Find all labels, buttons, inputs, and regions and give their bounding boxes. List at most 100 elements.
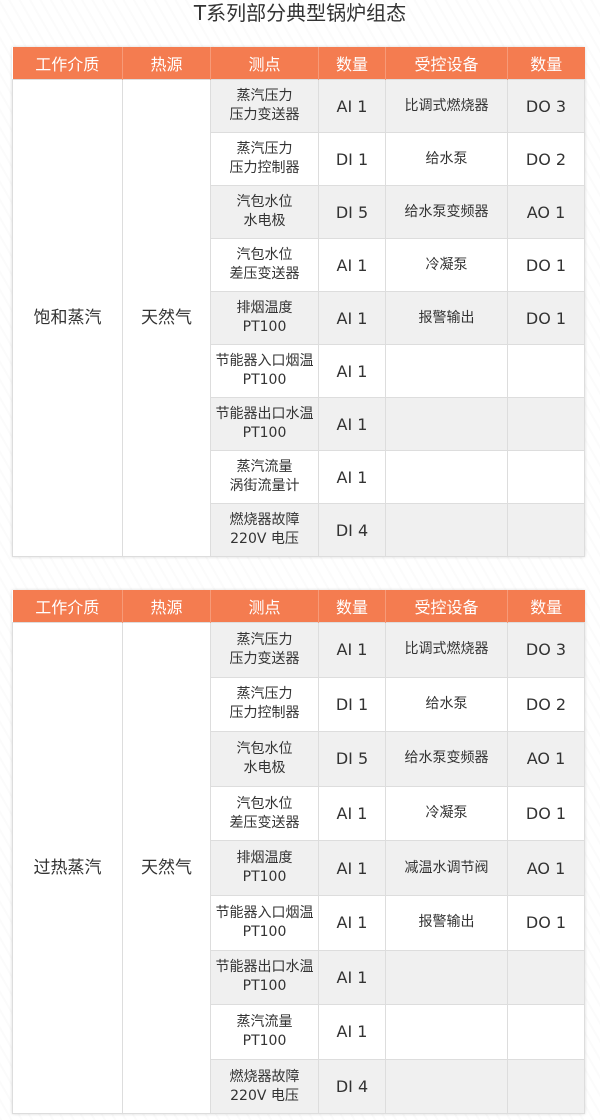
measure-point-line: 蒸汽压力 [236, 631, 293, 648]
controlled-device-cell: 冷凝泵 [385, 238, 508, 292]
measure-point-line: PT100 [242, 923, 287, 940]
measure-point-cell: 汽包水位 差压变送器 [210, 238, 319, 292]
medium-cell: 饱和蒸汽 [12, 79, 123, 557]
controlled-device-cell: 给水泵变频器 [385, 731, 508, 787]
measure-point-line: 节能器出口水温 [215, 959, 314, 976]
measure-point-line: 汽包水位 [236, 194, 293, 210]
controlled-device-cell [385, 949, 508, 1006]
io-count-cell: AI 1 [318, 238, 386, 292]
measure-point-cell: 蒸汽流量 涡街流量计 [210, 450, 319, 504]
output-count-cell: DO 3 [507, 622, 585, 678]
output-count-cell: DO 1 [507, 785, 585, 842]
io-count-cell: AI 1 [318, 344, 386, 398]
measure-point-line: 220V 电压 [230, 531, 299, 547]
io-count-cell: AI 1 [318, 785, 386, 842]
measure-point-cell: 燃烧器故障 220V 电压 [210, 503, 319, 557]
measure-point-cell: 节能器入口烟温 PT100 [210, 344, 319, 398]
io-count-cell: AI 1 [318, 840, 386, 896]
io-count-cell: AI 1 [318, 894, 386, 951]
measure-point-line: 压力变送器 [229, 650, 300, 667]
controlled-device-cell [385, 1058, 508, 1115]
measure-point-cell: 汽包水位 水电极 [210, 731, 319, 787]
output-count-cell: DO 3 [507, 79, 585, 133]
table-row: 排烟温度 PT100 AI 1 报警输出 DO 1 [13, 291, 585, 345]
output-count-cell [507, 397, 585, 451]
column-header: 数量 [507, 47, 585, 80]
measure-point-line: 燃烧器故障 [229, 512, 300, 528]
measure-point-line: 燃烧器故障 [229, 1068, 300, 1085]
column-header: 受控设备 [385, 590, 508, 623]
column-header: 受控设备 [385, 47, 508, 80]
output-count-cell [507, 949, 585, 1006]
output-count-cell [507, 344, 585, 398]
controlled-device-cell: 报警输出 [385, 894, 508, 951]
io-count-cell: AI 1 [318, 622, 386, 678]
output-count-cell: AO 1 [507, 840, 585, 896]
table-row: 饱和蒸汽 天然气 蒸汽压力 压力变送器 AI 1 比调式燃烧器 DO 3 [12, 79, 585, 557]
measure-point-line: 水电极 [243, 213, 286, 229]
column-header: 测点 [210, 47, 319, 80]
measure-point-cell: 排烟温度 PT100 [210, 291, 319, 345]
controlled-device-cell [385, 344, 508, 398]
output-count-cell: DO 2 [507, 132, 585, 186]
controlled-device-cell: 给水泵 [385, 676, 508, 733]
table-row: 过热蒸汽 天然气 蒸汽压力 压力变送器 AI 1 比调式燃烧器 DO 3 [12, 621, 585, 1115]
io-count-cell: AI 1 [318, 949, 386, 1006]
controlled-device-cell: 减温水调节阀 [385, 840, 508, 896]
measure-point-cell: 节能器出口水温 PT100 [210, 397, 319, 451]
measure-point-line: PT100 [242, 978, 287, 995]
measure-point-line: PT100 [242, 869, 287, 886]
header-row: 工作介质 热源 测点 数量 受控设备 数量 [12, 47, 585, 80]
output-count-cell [507, 450, 585, 504]
measure-point-line: 蒸汽压力 [236, 88, 293, 104]
heat-source-cell: 天然气 [122, 621, 211, 1115]
measure-point-line: 涡街流量计 [229, 478, 300, 494]
measure-point-line: PT100 [242, 319, 287, 335]
output-count-cell: DO 1 [507, 238, 585, 292]
io-count-cell: DI 4 [318, 1058, 386, 1115]
controlled-device-cell [385, 450, 508, 504]
controlled-device-cell: 给水泵 [385, 132, 508, 186]
io-count-cell: AI 1 [318, 1004, 386, 1060]
measure-point-cell: 蒸汽压力 压力控制器 [210, 676, 319, 733]
io-count-cell: AI 1 [318, 397, 386, 451]
output-count-cell [507, 1058, 585, 1115]
controlled-device-cell [385, 397, 508, 451]
measure-point-line: 汽包水位 [236, 247, 293, 263]
output-count-cell: DO 2 [507, 676, 585, 733]
table-row: 蒸汽压力 压力控制器 DI 1 给水泵 DO 2 [13, 676, 585, 733]
controlled-device-cell [385, 1004, 508, 1060]
measure-point-line: 蒸汽压力 [236, 686, 293, 703]
io-count-cell: AI 1 [318, 291, 386, 345]
output-count-cell: AO 1 [507, 185, 585, 239]
measure-point-line: 压力控制器 [229, 705, 300, 722]
column-header: 数量 [318, 47, 386, 80]
measure-point-cell: 节能器入口烟温 PT100 [210, 894, 319, 951]
measure-point-line: 压力控制器 [229, 160, 300, 176]
table-row: 排烟温度 PT100 AI 1 减温水调节阀 AO 1 [13, 840, 585, 896]
column-header: 数量 [318, 590, 386, 623]
table-row: 汽包水位 水电极 DI 5 给水泵变频器 AO 1 [13, 185, 585, 239]
measure-point-line: 蒸汽压力 [236, 141, 293, 157]
table-row: 蒸汽流量 涡街流量计 AI 1 [13, 450, 585, 504]
column-header: 工作介质 [12, 590, 123, 623]
table-row: 节能器出口水温 PT100 AI 1 [13, 949, 585, 1006]
measure-point-cell: 蒸汽压力 压力变送器 [210, 79, 319, 133]
table-row: 汽包水位 差压变送器 AI 1 冷凝泵 DO 1 [13, 238, 585, 292]
measure-point-line: 220V 电压 [230, 1087, 299, 1104]
io-count-cell: AI 1 [318, 450, 386, 504]
measure-point-line: 汽包水位 [236, 795, 293, 812]
measure-point-cell: 燃烧器故障 220V 电压 [210, 1058, 319, 1115]
page-title: T系列部分典型锅炉组态 [193, 1, 407, 25]
table-row: 燃烧器故障 220V 电压 DI 4 [13, 503, 585, 557]
measure-point-cell: 蒸汽压力 压力控制器 [210, 132, 319, 186]
table-row: 汽包水位 水电极 DI 5 给水泵变频器 AO 1 [13, 731, 585, 787]
table-row: 蒸汽压力 压力控制器 DI 1 给水泵 DO 2 [13, 132, 585, 186]
measure-point-line: PT100 [242, 372, 287, 388]
measure-point-cell: 蒸汽流量 PT100 [210, 1004, 319, 1060]
measure-point-line: 蒸汽流量 [236, 1013, 293, 1030]
column-header: 测点 [210, 590, 319, 623]
table-row: 节能器出口水温 PT100 AI 1 [13, 397, 585, 451]
controlled-device-cell: 比调式燃烧器 [385, 79, 508, 133]
boiler-config-table-superheated: 工作介质 热源 测点 数量 受控设备 数量 过热蒸汽 天然气 蒸汽压力 压力变送器 AI 1 比调式燃… [12, 590, 585, 1115]
